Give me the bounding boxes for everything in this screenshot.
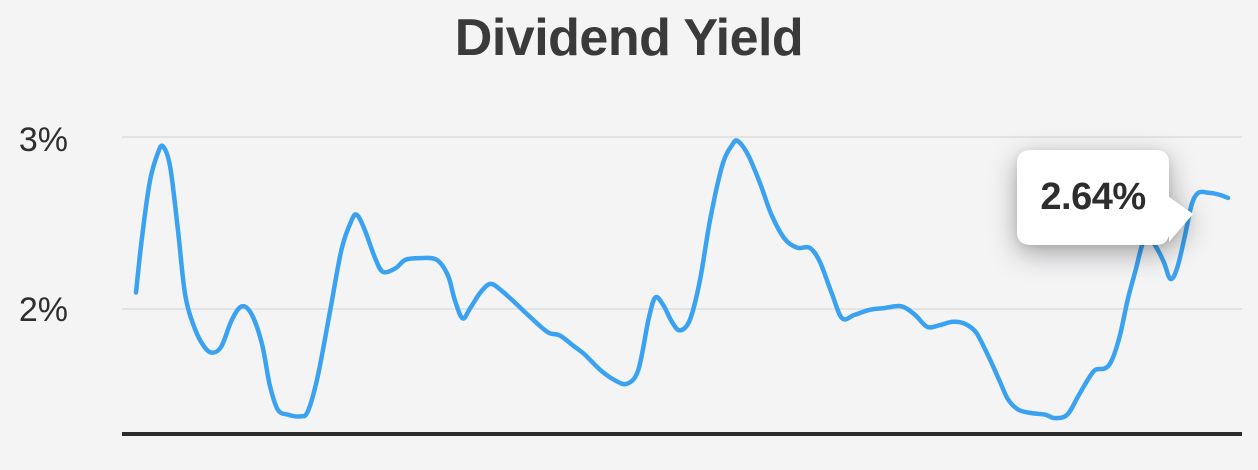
y-axis-tick-label-3pct: 3% xyxy=(18,121,68,159)
y-axis-tick-label-2pct: 2% xyxy=(18,291,68,329)
chart-title: Dividend Yield xyxy=(454,9,804,67)
dividend-yield-line xyxy=(133,138,1231,421)
